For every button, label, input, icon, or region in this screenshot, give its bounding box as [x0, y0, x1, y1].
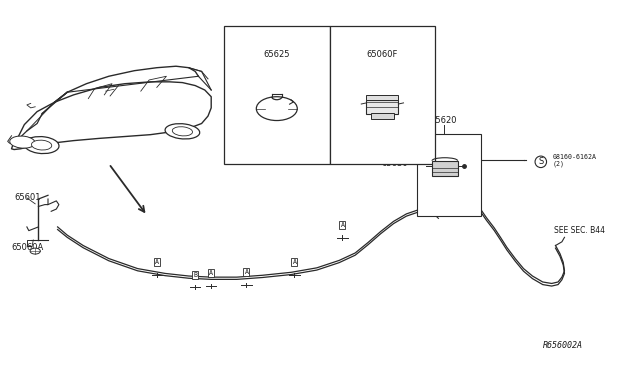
- Bar: [366, 100, 398, 114]
- Bar: [330, 26, 435, 164]
- Text: SEE SEC. B44: SEE SEC. B44: [554, 226, 605, 235]
- Circle shape: [256, 97, 298, 121]
- Text: A: A: [209, 270, 213, 276]
- Bar: [366, 96, 398, 100]
- Text: 65625: 65625: [264, 50, 290, 59]
- Ellipse shape: [10, 136, 35, 148]
- Text: A: A: [340, 222, 344, 228]
- Ellipse shape: [31, 140, 52, 150]
- Ellipse shape: [24, 137, 59, 154]
- Text: 65601: 65601: [14, 193, 40, 202]
- Text: 65620: 65620: [430, 116, 457, 125]
- Bar: [371, 113, 394, 119]
- Bar: [432, 161, 458, 176]
- Text: 65630: 65630: [381, 159, 408, 168]
- Text: 65060A: 65060A: [12, 243, 44, 252]
- Circle shape: [30, 248, 40, 254]
- Ellipse shape: [165, 124, 200, 139]
- Ellipse shape: [172, 127, 193, 136]
- Text: A: A: [155, 259, 159, 265]
- Text: A: A: [233, 31, 238, 40]
- Text: B: B: [339, 31, 344, 40]
- Bar: [417, 134, 481, 216]
- Text: A: A: [292, 259, 296, 265]
- Text: A: A: [244, 269, 248, 275]
- Text: 65060F: 65060F: [367, 50, 398, 59]
- Bar: [224, 26, 330, 164]
- Text: B: B: [193, 272, 197, 278]
- Text: R656002A: R656002A: [543, 341, 583, 350]
- Text: 08160-6162A
(2): 08160-6162A (2): [552, 154, 596, 167]
- Text: S: S: [538, 157, 543, 166]
